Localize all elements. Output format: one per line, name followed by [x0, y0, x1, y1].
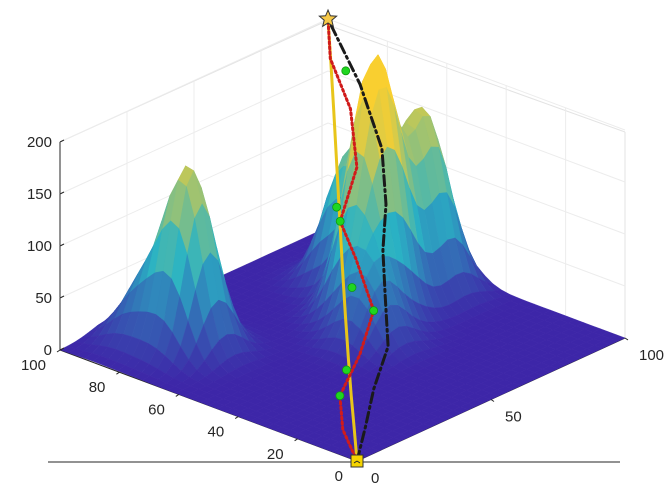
y-tick-mark: [175, 393, 180, 397]
goal-star-marker: [318, 8, 338, 28]
z-tick-label: 100: [27, 238, 52, 255]
series-line-dash-dot: [326, 17, 390, 463]
waypoint-marker: [369, 306, 379, 316]
y-tick-mark: [353, 460, 358, 464]
x-tick-label: 0: [371, 470, 379, 487]
y-tick-mark: [234, 416, 239, 420]
terrain-surface: [59, 54, 626, 462]
z-tick-label: 150: [27, 186, 52, 203]
y-tick-mark: [56, 349, 61, 353]
series-line-dotted: [326, 17, 376, 463]
waypoint-marker: [342, 365, 351, 375]
y-tick-label: 40: [208, 424, 225, 441]
y-tick-mark: [116, 371, 120, 375]
z-tick-mark: [59, 139, 65, 143]
x-tick-mark: [356, 460, 361, 464]
z-tick-mark: [59, 347, 65, 351]
z-tick-mark: [59, 191, 65, 195]
series-line-solid: [326, 17, 359, 463]
y-tick-label: 100: [21, 357, 46, 374]
y-tick-label: 60: [148, 401, 165, 418]
y-tick-label: 20: [267, 446, 284, 463]
z-tick-mark: [59, 243, 65, 247]
waypoint-marker: [335, 391, 345, 401]
y-tick-mark: [294, 438, 298, 442]
axis-line-back-right: [321, 22, 626, 133]
grid-line-right: [327, 18, 626, 131]
x-tick-mark: [490, 399, 495, 402]
x-tick-label: 100: [639, 347, 664, 364]
path-lines: [326, 17, 390, 463]
z-tick-label: 50: [35, 290, 52, 307]
markers: [318, 8, 379, 468]
y-tick-label: 80: [89, 379, 106, 396]
waypoint-marker: [341, 66, 351, 76]
z-tick-mark: [59, 295, 65, 299]
x-tick-label: 50: [505, 409, 522, 426]
waypoint-marker: [332, 202, 342, 212]
z-tick-label: 0: [44, 342, 52, 359]
x-tick-mark: [624, 337, 629, 341]
z-tick-label: 200: [27, 134, 52, 151]
y-tick-label: 0: [335, 468, 343, 485]
waypoint-marker: [335, 216, 345, 226]
waypoint-marker: [347, 283, 357, 292]
